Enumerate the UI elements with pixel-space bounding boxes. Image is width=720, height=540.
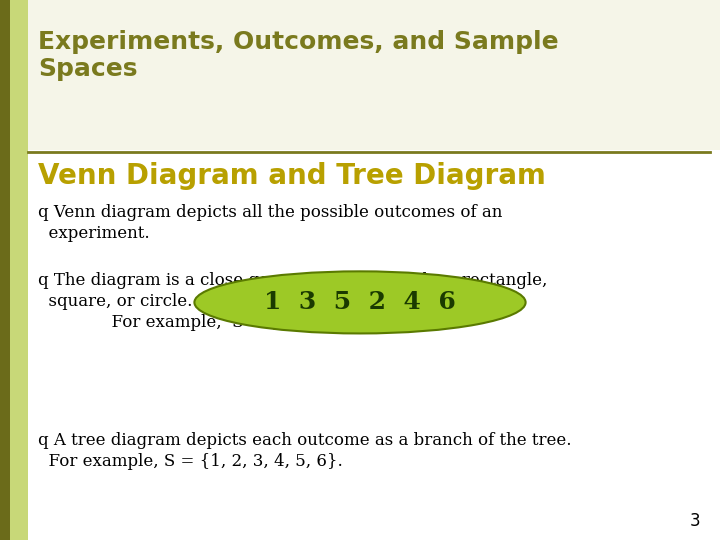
Text: 1  3  5  2  4  6: 1 3 5 2 4 6 <box>264 291 456 314</box>
Bar <box>10 0 28 540</box>
Text: q Venn diagram depicts all the possible outcomes of an
  experiment.: q Venn diagram depicts all the possible … <box>38 204 503 242</box>
Text: Spaces: Spaces <box>38 57 138 81</box>
Text: 3: 3 <box>689 512 700 530</box>
Bar <box>28 0 720 150</box>
Text: q A tree diagram depicts each outcome as a branch of the tree.
  For example, S : q A tree diagram depicts each outcome as… <box>38 432 572 470</box>
Text: Venn Diagram and Tree Diagram: Venn Diagram and Tree Diagram <box>38 162 546 190</box>
Bar <box>0 0 10 540</box>
Text: Experiments, Outcomes, and Sample: Experiments, Outcomes, and Sample <box>38 30 559 54</box>
Ellipse shape <box>194 271 526 333</box>
Text: q The diagram is a close geometric shape such as rectangle,
  square, or circle.: q The diagram is a close geometric shape… <box>38 272 547 331</box>
